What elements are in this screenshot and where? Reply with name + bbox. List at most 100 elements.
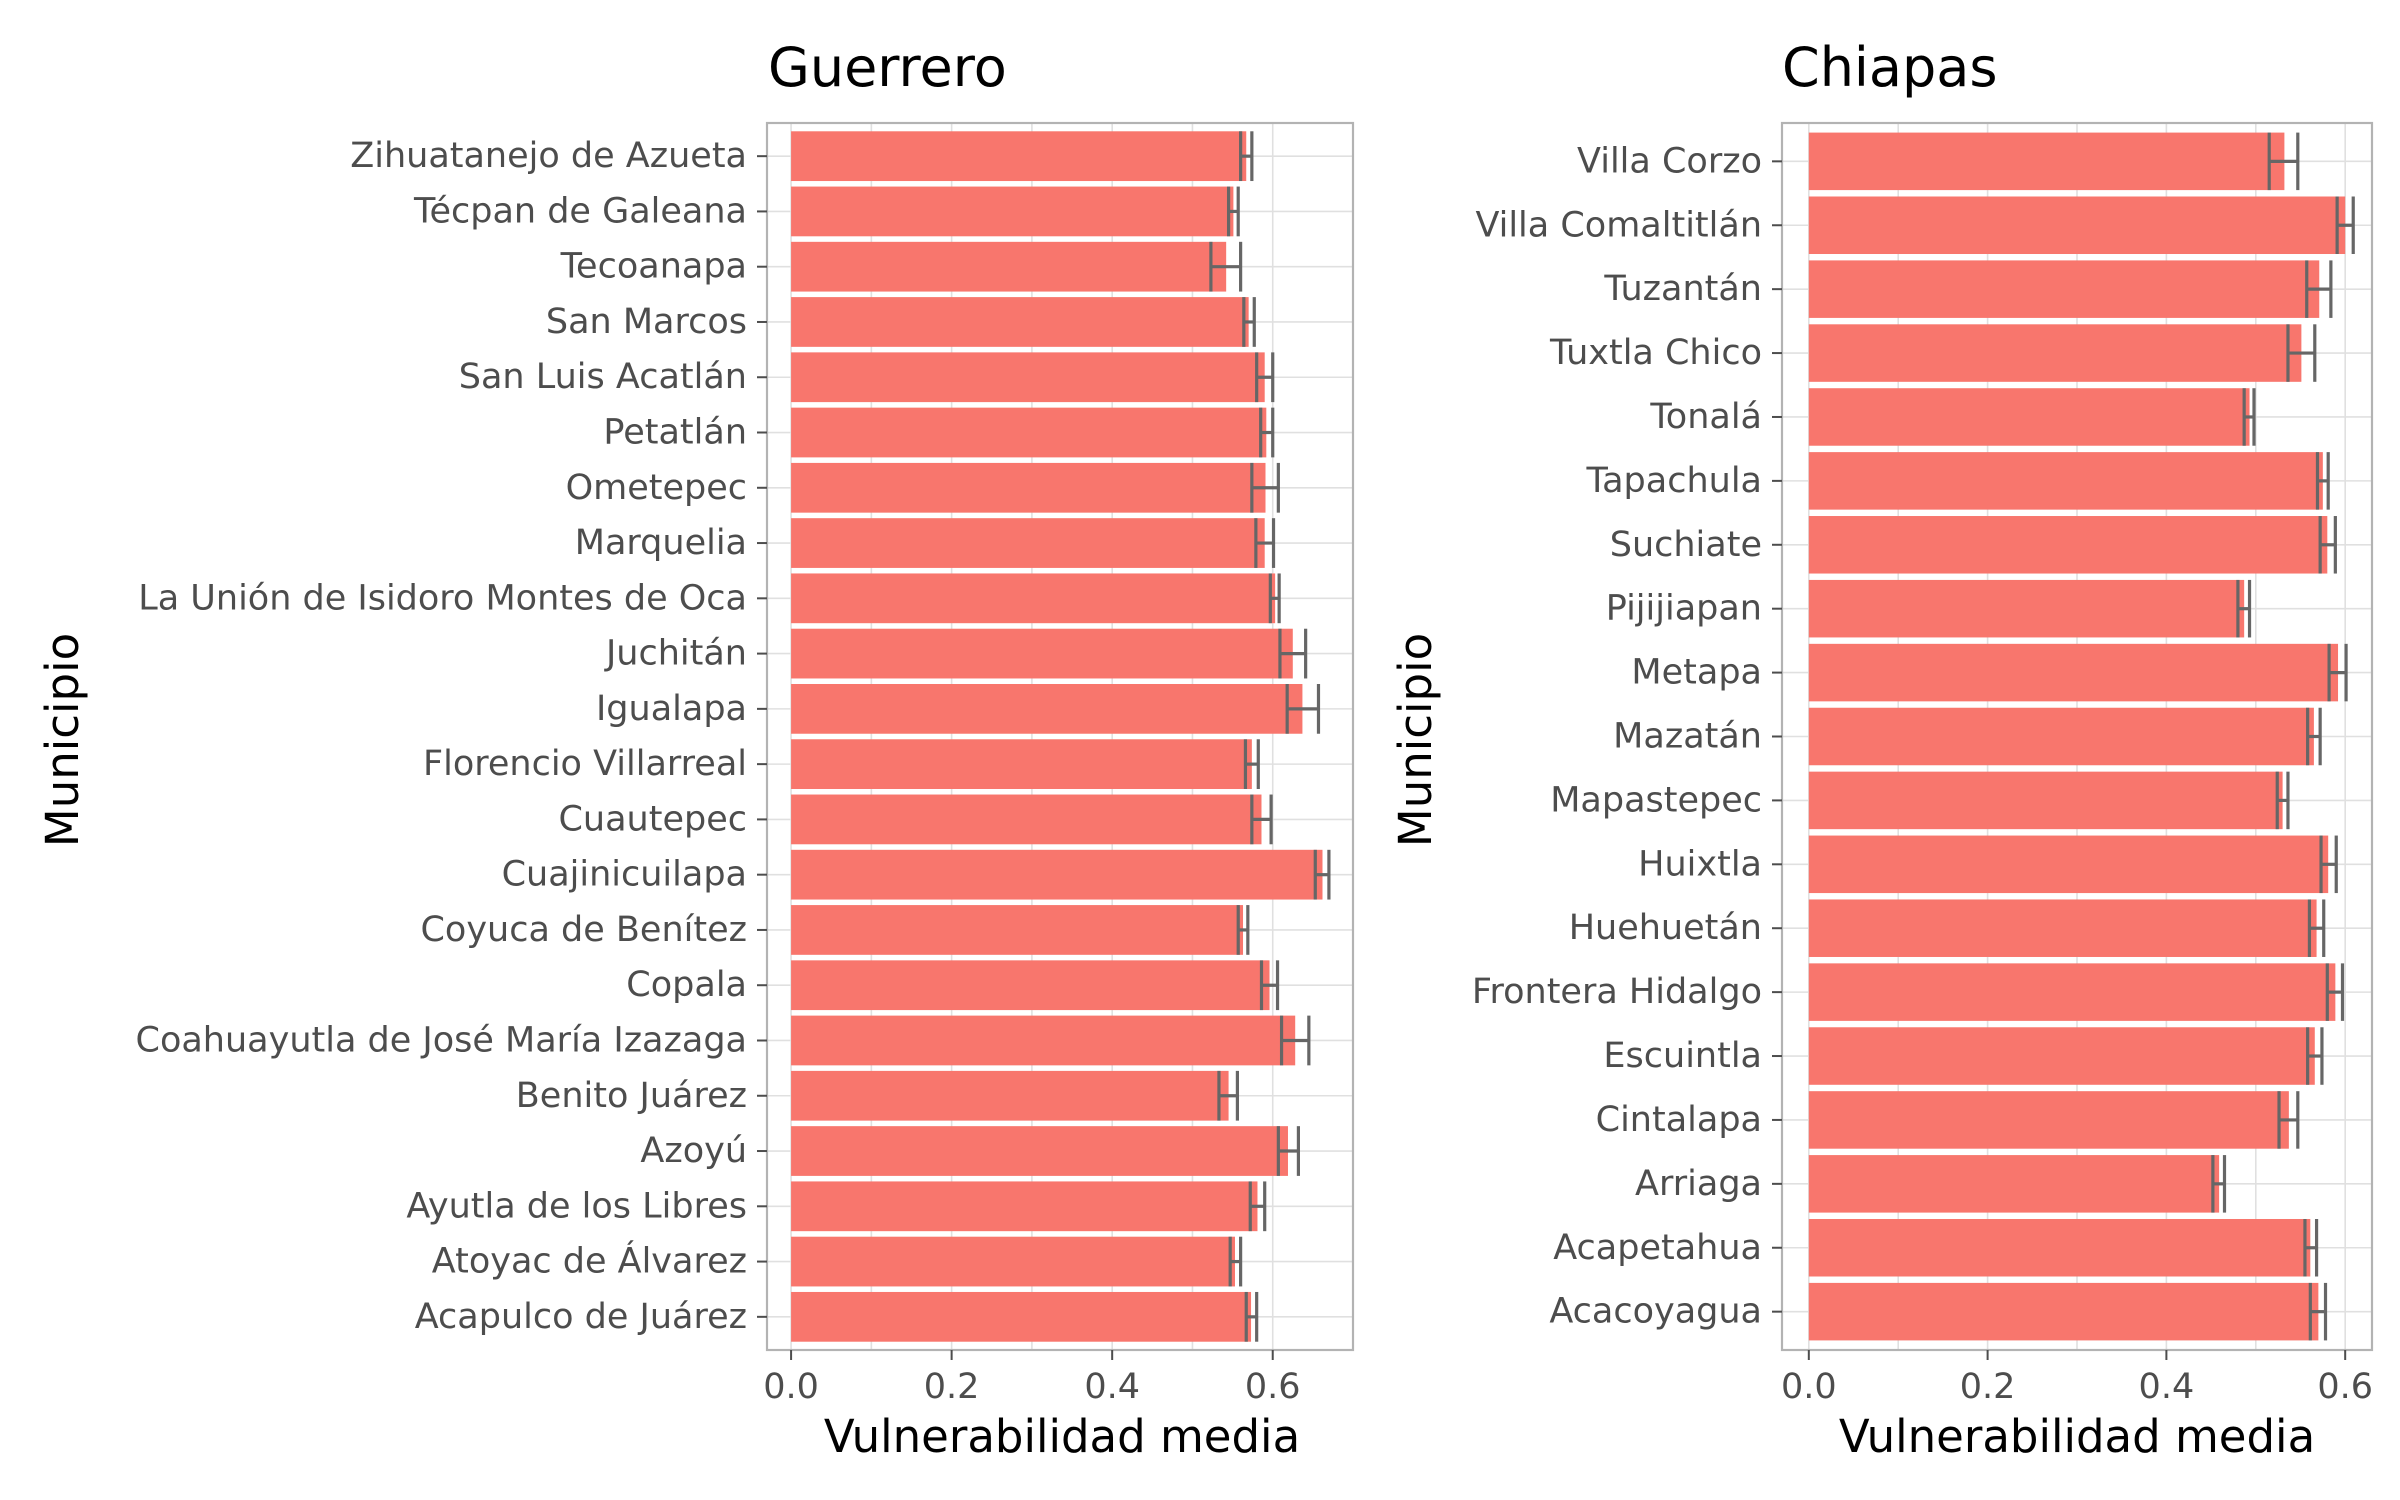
y-tick-label: Igualapa — [596, 689, 747, 729]
error-bar — [1248, 1181, 1267, 1232]
error-bar — [2305, 260, 2333, 318]
y-tick-label: Marquelia — [575, 523, 747, 563]
panel-title: Chiapas — [1782, 36, 1998, 99]
y-tick-label: Mapastepec — [1550, 780, 1762, 820]
error-bar — [1217, 1070, 1240, 1121]
bar — [791, 683, 1303, 734]
y-tick-label: San Luis Acatlán — [459, 357, 747, 397]
error-bar — [2307, 899, 2326, 957]
error-bar — [1236, 905, 1250, 955]
x-tick-label: 0.4 — [1084, 1367, 1140, 1407]
y-tick-label: Juchitán — [604, 634, 747, 674]
bar — [791, 1070, 1229, 1121]
x-tick-label: 0.0 — [763, 1367, 819, 1407]
y-tick-label: Pijijiapan — [1606, 589, 1762, 629]
y-tick-label: Coahuayutla de José María Izazaga — [136, 1020, 748, 1060]
error-bar — [1228, 1236, 1243, 1287]
bar — [791, 297, 1249, 347]
panel-chiapas: Chiapas Municipio Vulnerabilidad media A… — [1389, 36, 2374, 1463]
error-bar — [2325, 963, 2345, 1021]
bar — [1808, 260, 2320, 318]
y-tick-label: Tapachula — [1586, 461, 1762, 501]
y-tick-label: Cuautepec — [558, 799, 747, 839]
error-bar — [2318, 516, 2337, 574]
error-bar — [1250, 794, 1273, 845]
y-axis: Acacoyagua Acapetahua Arriaga Cintalapa Escu… — [1472, 141, 1782, 1332]
error-bar — [1259, 960, 1280, 1011]
y-tick-label: Copala — [626, 965, 747, 1005]
error-bar — [2277, 1091, 2300, 1149]
y-tick-label: Zihuatanejo de Azueta — [350, 136, 747, 176]
error-bar — [2306, 707, 2322, 766]
y-tick-label: Cuajinicuilapa — [502, 855, 747, 895]
bar — [1808, 899, 2317, 957]
bar — [1808, 1027, 2315, 1085]
error-bar — [2308, 1282, 2328, 1341]
error-bar — [1268, 573, 1281, 624]
error-bar — [2211, 1155, 2227, 1213]
error-bar — [1279, 1015, 1311, 1066]
error-bar — [1278, 628, 1308, 679]
bars — [791, 131, 1323, 1342]
bar — [791, 794, 1262, 845]
x-axis-title: Vulnerabilidad media — [824, 1410, 1300, 1463]
y-tick-label: Tuxtla Chico — [1549, 333, 1762, 373]
bar — [791, 1236, 1235, 1287]
error-bars — [1209, 131, 1331, 1342]
y-tick-label: Florencio Villarreal — [423, 744, 747, 784]
error-bar — [1244, 1291, 1259, 1342]
bar — [1808, 771, 2283, 830]
error-bar — [1250, 462, 1280, 513]
y-tick-label: Villa Comaltitlán — [1475, 205, 1762, 245]
error-bar — [2315, 452, 2330, 510]
error-bars — [2211, 132, 2355, 1341]
error-bar — [1209, 241, 1243, 292]
x-axis: 0.0 0.2 0.4 0.6 — [763, 1350, 1301, 1407]
y-tick-label: La Unión de Isidoro Montes de Oca — [138, 578, 747, 618]
bar — [791, 1181, 1258, 1232]
error-bar — [2327, 643, 2348, 702]
y-tick-label: Suchiate — [1610, 525, 1762, 565]
y-axis-title: Municipio — [36, 633, 89, 847]
y-tick-label: Tecoanapa — [560, 247, 747, 287]
bar — [791, 573, 1276, 624]
error-bar — [1254, 518, 1276, 568]
error-bar — [2236, 579, 2252, 638]
x-tick-label: 0.2 — [924, 1367, 980, 1407]
x-tick-label: 0.6 — [2317, 1367, 2373, 1407]
panel-border — [765, 121, 1355, 1352]
bar — [1808, 388, 2250, 446]
error-bar — [1276, 1126, 1301, 1176]
y-axis-title: Municipio — [1389, 633, 1442, 847]
error-bar — [2319, 835, 2338, 894]
bar — [791, 849, 1323, 900]
error-bar — [1313, 849, 1331, 900]
bar — [791, 131, 1247, 182]
y-tick-label: Tuzantán — [1603, 269, 1762, 309]
bar — [791, 241, 1227, 292]
error-bar — [2335, 196, 2355, 255]
x-tick-label: 0.2 — [1960, 1367, 2016, 1407]
bar — [1808, 1218, 2311, 1277]
bar — [1808, 324, 2302, 382]
error-bar — [2303, 1218, 2319, 1277]
bar — [1808, 452, 2323, 510]
y-tick-label: Acacoyagua — [1549, 1292, 1762, 1332]
y-tick-label: Benito Juárez — [516, 1076, 747, 1116]
bar — [791, 1015, 1296, 1066]
bar — [791, 462, 1266, 513]
error-bar — [1239, 131, 1254, 182]
y-tick-label: San Marcos — [546, 302, 747, 342]
bar — [791, 518, 1265, 568]
error-bar — [2242, 388, 2256, 446]
error-bar — [1259, 407, 1275, 458]
bar — [1808, 196, 2346, 255]
error-bar — [2286, 324, 2317, 382]
bar — [791, 1126, 1288, 1176]
error-bar — [1255, 352, 1275, 403]
y-tick-label: Escuintla — [1603, 1036, 1762, 1076]
y-tick-label: Villa Corzo — [1577, 141, 1762, 181]
y-tick-label: Atoyac de Álvarez — [432, 1240, 747, 1282]
y-tick-label: Petatlán — [603, 413, 747, 453]
